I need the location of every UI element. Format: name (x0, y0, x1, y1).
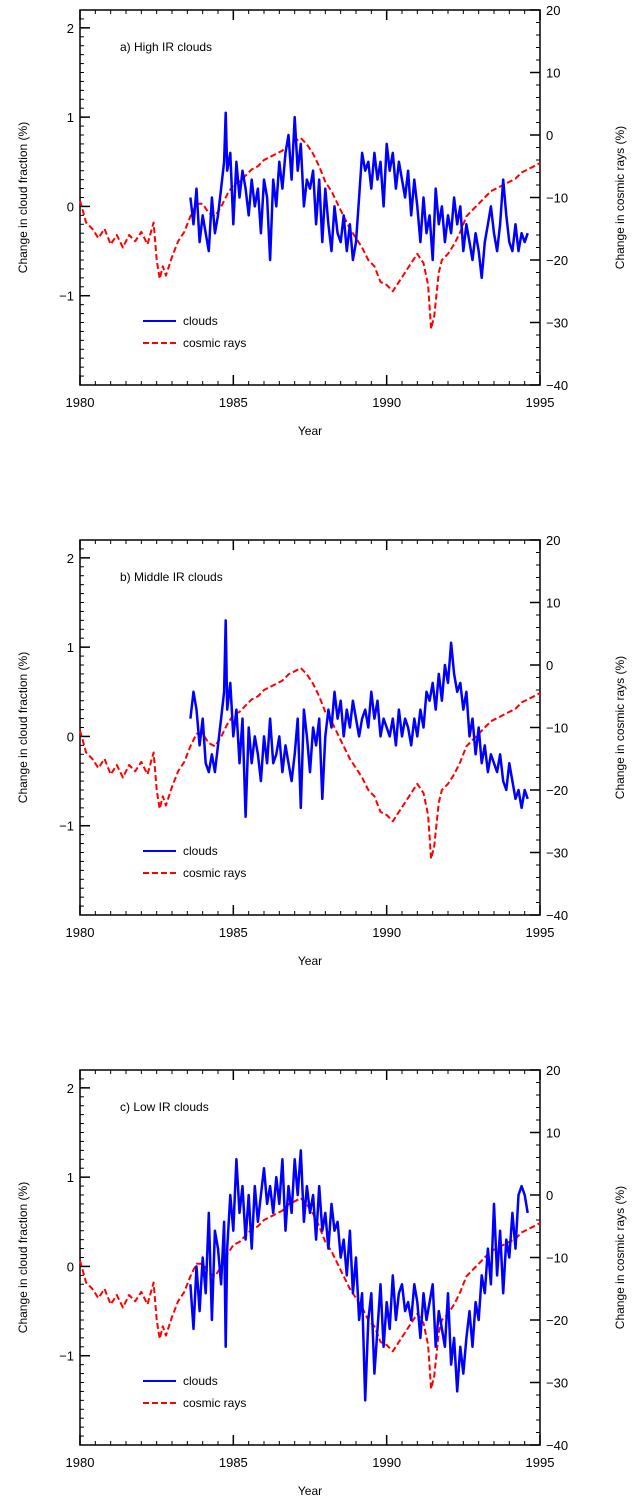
x-tick-label: 1990 (372, 925, 401, 940)
panel-title: a) High IR clouds (120, 40, 212, 54)
x-axis-label: Year (298, 424, 322, 438)
y-right-tick-label: 10 (546, 1126, 560, 1141)
x-tick-label: 1985 (219, 395, 248, 410)
series-line-clouds (189, 1149, 529, 1402)
y-left-tick-label: 2 (67, 551, 74, 566)
y-right-tick-label: 20 (546, 533, 560, 548)
chart-panel-3: 1980 1985 1990 1995−1012−40−30−20−1001020Ye… (16, 1063, 627, 1498)
y-right-tick-label: −20 (546, 253, 568, 268)
y-right-tick-label: −20 (546, 1313, 568, 1328)
y-right-tick-label: 0 (546, 128, 553, 143)
y-left-tick-label: 1 (67, 1170, 74, 1185)
y-left-tick-label: −1 (59, 289, 74, 304)
y-right-tick-label: 20 (546, 3, 560, 18)
x-tick-label: 1980 (66, 395, 95, 410)
y-right-tick-label: 0 (546, 658, 553, 673)
y-left-axis-label: Change in cloud fraction (%) (16, 1182, 30, 1333)
y-left-tick-label: 1 (67, 640, 74, 655)
y-left-axis-label: Change in cloud fraction (%) (16, 652, 30, 803)
y-left-tick-label: 0 (67, 729, 74, 744)
y-right-axis-label: Change in cosmic rays (%) (613, 1186, 627, 1329)
chart-panel-2: 1980 1985 1990 1995−1012−40−30−20−1001020Ye… (16, 533, 627, 968)
y-right-tick-label: −10 (546, 721, 568, 736)
x-axis-label: Year (298, 1484, 322, 1498)
y-right-tick-label: 20 (546, 1063, 560, 1078)
panel-title: c) Low IR clouds (120, 1100, 209, 1114)
legend-label: clouds (183, 1374, 218, 1388)
plot-frame (79, 1069, 541, 1446)
x-tick-label: 1995 (526, 1455, 555, 1470)
series-line-cosmic-rays (79, 1197, 541, 1390)
x-axis-label: Year (298, 954, 322, 968)
y-right-tick-label: −20 (546, 783, 568, 798)
y-left-tick-label: 0 (67, 1259, 74, 1274)
y-right-tick-label: 0 (546, 1188, 553, 1203)
x-tick-label: 1990 (372, 395, 401, 410)
y-left-axis-label: Change in cloud fraction (%) (16, 122, 30, 273)
y-right-tick-label: 10 (546, 596, 560, 611)
legend-label: cosmic rays (183, 866, 246, 880)
legend-label: cosmic rays (183, 1396, 246, 1410)
series-line-clouds (189, 619, 529, 819)
y-left-tick-label: −1 (59, 1349, 74, 1364)
y-right-tick-label: −30 (546, 846, 568, 861)
y-right-tick-label: −30 (546, 1376, 568, 1391)
y-right-tick-label: −40 (546, 378, 568, 393)
series-line-cosmic-rays (79, 667, 541, 860)
y-right-tick-label: 10 (546, 66, 560, 81)
chart-panel-1: 1980 1985 1990 1995−1012−40−30−20−1001020Ye… (16, 3, 627, 438)
y-right-tick-label: −10 (546, 1251, 568, 1266)
y-left-tick-label: 1 (67, 110, 74, 125)
y-right-axis-label: Change in cosmic rays (%) (613, 126, 627, 269)
x-tick-label: 1990 (372, 1455, 401, 1470)
y-left-tick-label: 2 (67, 21, 74, 36)
series-line-cosmic-rays (79, 137, 541, 330)
x-tick-label: 1980 (66, 925, 95, 940)
y-right-tick-label: −10 (546, 191, 568, 206)
y-left-tick-label: 2 (67, 1081, 74, 1096)
x-tick-label: 1995 (526, 395, 555, 410)
legend-label: clouds (183, 314, 218, 328)
y-right-tick-label: −40 (546, 1438, 568, 1453)
panel-title: b) Middle IR clouds (120, 570, 223, 584)
legend-label: clouds (183, 844, 218, 858)
series-line-clouds (189, 111, 529, 280)
plot-frame (79, 9, 541, 386)
y-left-tick-label: 0 (67, 199, 74, 214)
y-right-axis-label: Change in cosmic rays (%) (613, 656, 627, 799)
x-tick-label: 1985 (219, 1455, 248, 1470)
y-left-tick-label: −1 (59, 819, 74, 834)
x-tick-label: 1985 (219, 925, 248, 940)
legend-label: cosmic rays (183, 336, 246, 350)
x-tick-label: 1980 (66, 1455, 95, 1470)
y-right-tick-label: −30 (546, 316, 568, 331)
y-right-tick-label: −40 (546, 908, 568, 923)
x-tick-label: 1995 (526, 925, 555, 940)
